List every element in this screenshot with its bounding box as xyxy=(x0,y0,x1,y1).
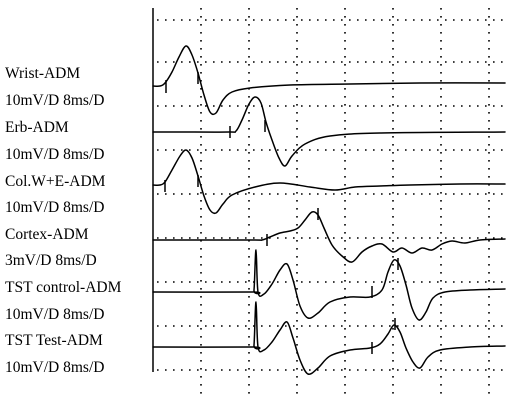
trace-line-5 xyxy=(152,249,506,321)
trace-label-6: TST Test-ADM xyxy=(5,332,103,349)
trace-scale-3: 10mV/D 8ms/D xyxy=(5,199,104,216)
trace-label-2: Erb-ADM xyxy=(5,119,69,136)
trace-label-3: Col.W+E-ADM xyxy=(5,173,106,190)
trace-label-5: TST control-ADM xyxy=(5,279,122,296)
trace-scale-4: 3mV/D 8ms/D xyxy=(5,252,97,269)
trace-line-2 xyxy=(152,96,506,167)
trace-line-1 xyxy=(152,45,506,116)
trace-labels: Wrist-ADM 10mV/D 8ms/D Erb-ADM 10mV/D 8m… xyxy=(5,65,122,376)
trace-scale-2: 10mV/D 8ms/D xyxy=(5,146,104,163)
trace-scale-1: 10mV/D 8ms/D xyxy=(5,92,104,109)
trace-line-4 xyxy=(152,211,506,263)
trace-line-3 xyxy=(152,149,506,215)
grid xyxy=(157,8,505,396)
trace-label-1: Wrist-ADM xyxy=(5,65,80,82)
trace-label-4: Cortex-ADM xyxy=(5,226,89,243)
trace-scale-5: 10mV/D 8ms/D xyxy=(5,306,104,323)
trace-line-6 xyxy=(152,301,506,375)
trace-scale-6: 10mV/D 8ms/D xyxy=(5,359,104,376)
traces xyxy=(152,45,506,375)
